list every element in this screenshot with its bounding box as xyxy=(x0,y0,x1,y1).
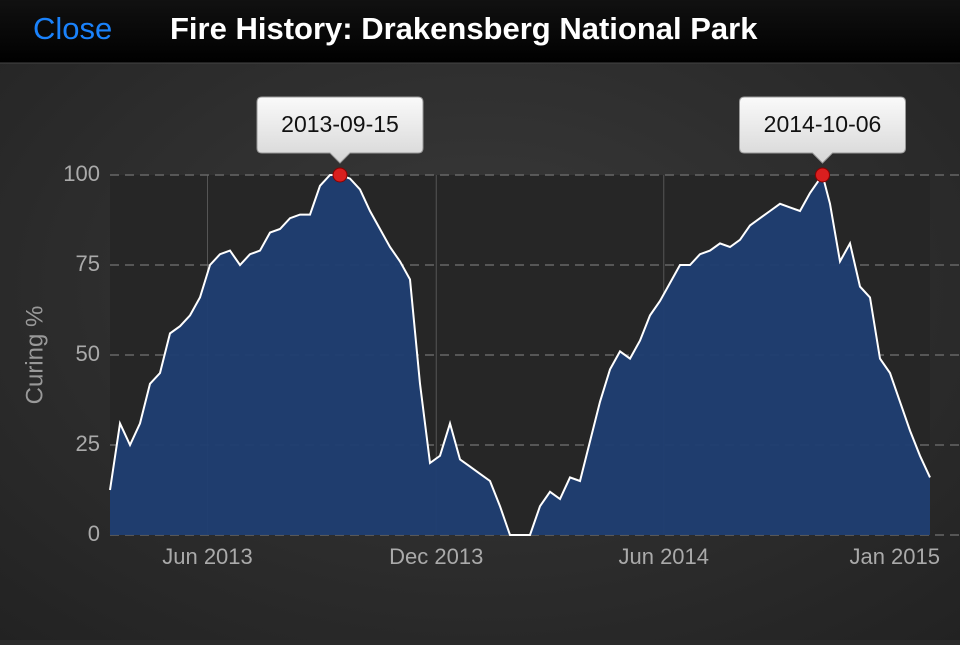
highlight-point xyxy=(332,167,348,183)
y-axis-label: Curing % xyxy=(21,306,48,405)
y-tick-label: 50 xyxy=(76,341,100,366)
close-button[interactable]: Close xyxy=(33,11,112,46)
tooltip-label: 2014-10-06 xyxy=(764,111,882,137)
y-tick-label: 25 xyxy=(76,431,100,456)
nav-title: Fire History: Drakensberg National Park xyxy=(170,11,758,46)
x-tick-label: Jun 2014 xyxy=(618,544,709,569)
y-tick-label: 100 xyxy=(63,161,100,186)
y-tick-label: 75 xyxy=(76,251,100,276)
tooltip xyxy=(739,96,906,164)
nav-bar xyxy=(0,0,960,63)
area-line xyxy=(109,172,931,536)
x-tick-label: Jun 2013 xyxy=(162,544,253,569)
area-fill xyxy=(110,175,930,535)
x-tick-label: Jan 2015 xyxy=(849,544,940,569)
plot: Jun 2013 Dec 2013 Jun 2014 Jan 2015 0 25 50 75 1… xyxy=(63,96,960,569)
tooltip-label: 2013-09-15 xyxy=(281,111,399,137)
x-tick-label: Dec 2013 xyxy=(389,544,483,569)
tooltip xyxy=(256,96,424,164)
y-tick-label: 0 xyxy=(88,521,100,546)
highlight-point xyxy=(815,167,830,183)
